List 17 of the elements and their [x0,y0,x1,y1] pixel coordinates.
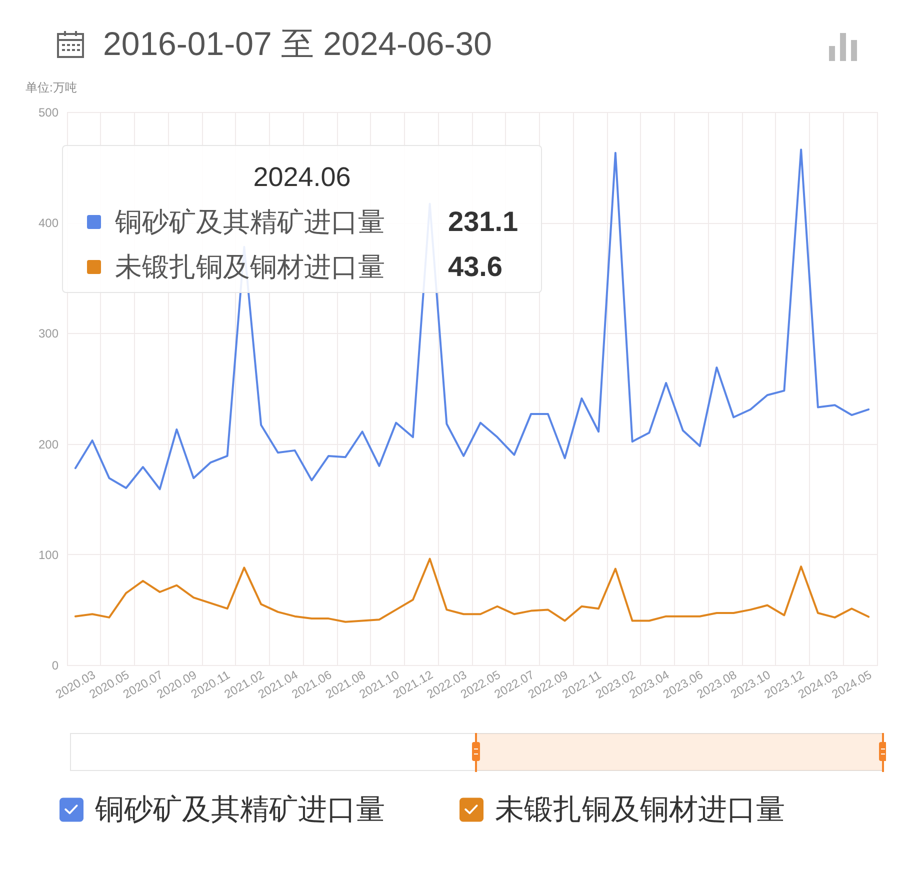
y-tick-label: 300 [38,326,59,341]
chart-title: 2016-01-07 至 2024-06-30 [103,24,492,64]
legend-label: 未锻扎铜及铜材进口量 [495,794,785,826]
text: 未锻扎铜及铜材进口量 [115,252,385,282]
annotation: 231.1 [448,206,518,238]
text: 铜砂矿及其精矿进口量 [95,794,385,826]
annotation: 43.6 [448,251,502,283]
annotation: 2024.06 [252,161,352,193]
y-axis-title: 单位:万吨 [26,80,77,94]
line-series [74,148,870,490]
y-tick-label: 500 [38,106,59,120]
y-tick-label: 200 [38,437,59,452]
y-tick-label: 0 [52,658,59,672]
y-tick-label: 400 [38,216,59,230]
line-series [74,558,870,623]
y-tick-label: 100 [38,548,59,562]
legend-label: 铜砂矿及其精矿进口量 [115,206,385,238]
